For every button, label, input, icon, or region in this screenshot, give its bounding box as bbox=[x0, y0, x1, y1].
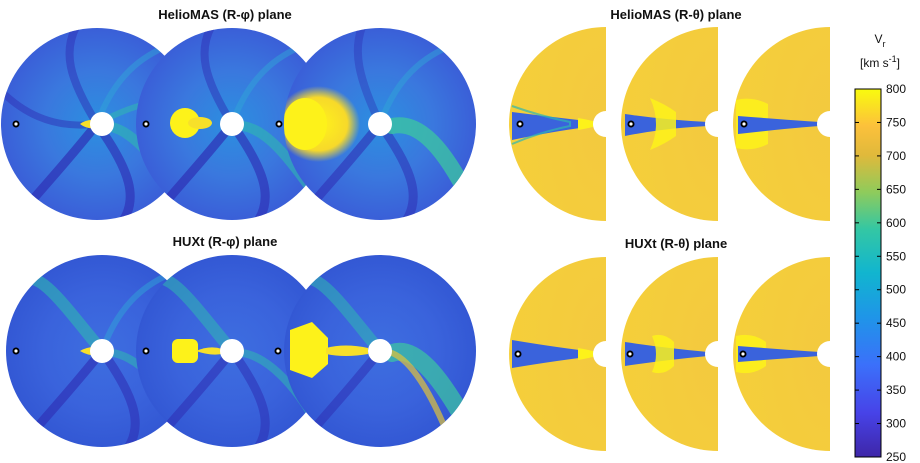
colorbar-tick-label: 400 bbox=[886, 350, 906, 364]
colorbar-tick-label: 300 bbox=[886, 417, 906, 431]
colorbar-ticks: 800 750 700 650 600 550 500 450 400 350 300 250 bbox=[855, 82, 906, 463]
colorbar-tick-label: 350 bbox=[886, 383, 906, 397]
colorbar-tick-label: 250 bbox=[886, 450, 906, 463]
colorbar-label-sub: r bbox=[883, 39, 886, 49]
colorbar-unit-close: ] bbox=[897, 56, 900, 70]
colorbar-tick-label: 700 bbox=[886, 149, 906, 163]
heliomas-r-phi-disc-3 bbox=[275, 28, 476, 220]
svg-text:[km s-1]: [km s-1] bbox=[860, 54, 900, 70]
title-heliomas-r-phi: HelioMAS (R-φ) plane bbox=[158, 7, 292, 22]
colorbar-tick-label: 600 bbox=[886, 216, 906, 230]
colorbar-tick-label: 450 bbox=[886, 316, 906, 330]
heliomas-r-theta-half-1 bbox=[509, 27, 606, 221]
huxt-r-theta-half-2 bbox=[621, 257, 718, 451]
svg-text:Vr: Vr bbox=[874, 32, 885, 49]
colorbar: Vr [km s-1] 800 750 700 650 600 550 500 450 400 3… bbox=[854, 32, 906, 463]
heliomas-r-phi-panel bbox=[1, 28, 476, 220]
colorbar-tick-label: 800 bbox=[886, 82, 906, 96]
colorbar-unit: [km s bbox=[860, 56, 889, 70]
heliomas-r-theta-half-2 bbox=[621, 27, 718, 221]
huxt-r-theta-half-1 bbox=[509, 257, 606, 451]
title-heliomas-r-theta: HelioMAS (R-θ) plane bbox=[610, 7, 741, 22]
huxt-r-theta-half-3 bbox=[733, 257, 830, 451]
colorbar-tick-label: 750 bbox=[886, 115, 906, 129]
colorbar-tick-label: 500 bbox=[886, 283, 906, 297]
title-huxt-r-phi: HUXt (R-φ) plane bbox=[173, 234, 278, 249]
colorbar-tick-label: 650 bbox=[886, 182, 906, 196]
huxt-r-phi-disc-3 bbox=[274, 255, 476, 447]
heliomas-r-theta-panel bbox=[509, 27, 830, 221]
colorbar-gradient bbox=[854, 88, 882, 458]
heliomas-r-theta-half-3 bbox=[733, 27, 830, 221]
colorbar-tick-label: 550 bbox=[886, 249, 906, 263]
huxt-r-theta-panel bbox=[509, 257, 830, 451]
title-huxt-r-theta: HUXt (R-θ) plane bbox=[625, 236, 727, 251]
colorbar-unit-exp: -1 bbox=[889, 54, 897, 64]
colorbar-label: V bbox=[874, 32, 882, 46]
huxt-r-phi-panel bbox=[6, 255, 476, 447]
